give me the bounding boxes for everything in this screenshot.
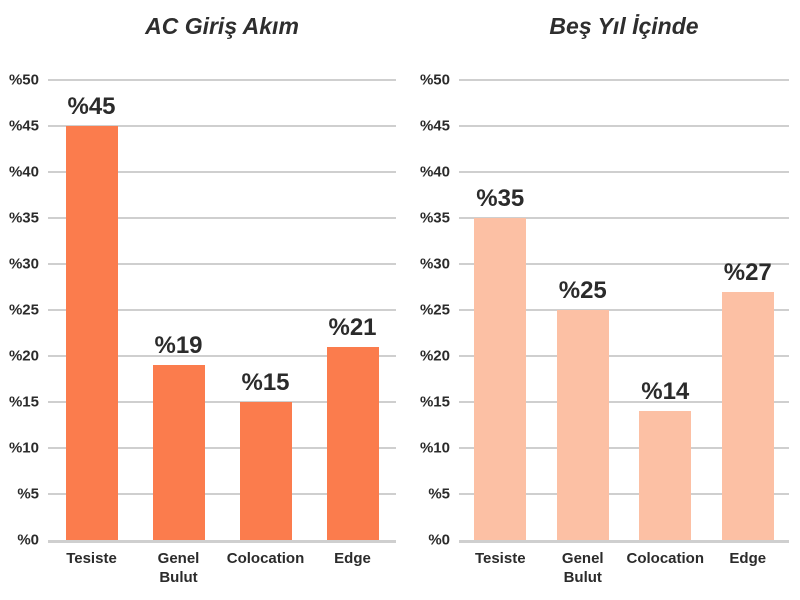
gridline <box>48 263 396 265</box>
y-tick-label: %15 <box>8 393 39 411</box>
y-tick-label: %20 <box>419 347 450 365</box>
gridline <box>459 355 789 357</box>
gridline <box>48 125 396 127</box>
gridline <box>48 79 396 81</box>
gridline <box>459 447 789 449</box>
y-tick-label: %50 <box>419 71 450 89</box>
bar-value-label: %45 <box>67 93 116 120</box>
gridline <box>459 401 789 403</box>
bar-value-label: %19 <box>154 332 203 360</box>
bar-genel-bulut <box>152 365 205 540</box>
x-category-label: Colocation <box>226 550 305 567</box>
y-tick-label: %25 <box>8 301 39 319</box>
x-axis: Tesiste Genel Bulut Colocation Edge <box>459 549 789 600</box>
chart-title: Beş Yıl İçinde <box>549 13 699 39</box>
y-tick-label: %25 <box>419 301 450 319</box>
x-category-label: Colocation <box>626 550 705 567</box>
y-tick-label: %30 <box>8 255 39 273</box>
chart-panel-ac-giris-akim: AC Giriş Akım %0 %5 %10 %15 %20 %25 %30 %35 %40%… <box>9 12 396 600</box>
x-axis: Tesiste Genel Bulut Colocation Edge <box>48 549 396 600</box>
bar-value-label: %15 <box>241 369 290 396</box>
y-tick-label: %5 <box>17 485 39 503</box>
y-tick-label: %45 <box>8 117 39 135</box>
bar-value-label: %21 <box>328 313 377 341</box>
x-category-label: Edge <box>334 550 371 567</box>
y-tick-label: %0 <box>428 531 450 549</box>
x-category-label: Tesiste <box>474 550 526 567</box>
y-tick-label: %10 <box>8 439 39 457</box>
y-tick-label: %35 <box>8 209 39 227</box>
gridline <box>459 309 789 311</box>
y-tick-label: %20 <box>8 347 39 365</box>
bar-value-label: %14 <box>641 378 690 406</box>
gridline <box>48 447 396 449</box>
bar-value-label: %25 <box>558 277 607 304</box>
chart-inner: AC Giriş Akım %0 %5 %10 %15 %20 %25 %30 %35 %40%… <box>9 12 396 600</box>
bar-tesiste <box>474 218 527 540</box>
bar-value-label: %35 <box>476 185 525 212</box>
y-tick-label: %50 <box>8 71 39 89</box>
x-category-label: Genel Bulut <box>157 550 200 586</box>
x-category-label: Edge <box>729 550 767 567</box>
y-tick-label: %0 <box>17 531 39 549</box>
chart-title: AC Giriş Akım <box>145 13 299 39</box>
bar-colocation <box>239 402 292 540</box>
y-tick-label: %30 <box>419 255 450 273</box>
y-tick-label: %45 <box>419 117 450 135</box>
y-tick-label: %10 <box>419 439 450 457</box>
gridline <box>48 309 396 311</box>
y-tick-label: %35 <box>419 209 450 227</box>
bar-edge <box>326 346 379 540</box>
gridline <box>48 493 396 495</box>
y-tick-label: %40 <box>419 163 450 181</box>
bar-genel-bulut <box>556 310 609 540</box>
gridline <box>459 79 789 81</box>
gridline <box>48 217 396 219</box>
gridline <box>48 171 396 173</box>
chart-inner: Beş Yıl İçinde %0 %5 %10 %15 %20 %25 %30 %35 %40… <box>420 12 789 600</box>
gridline <box>459 217 789 219</box>
gridline <box>48 401 396 403</box>
gridline <box>459 125 789 127</box>
x-axis-baseline <box>48 540 396 543</box>
bar-edge <box>721 291 774 540</box>
gridline <box>459 263 789 265</box>
x-axis-baseline <box>459 540 789 543</box>
y-tick-label: %40 <box>8 163 39 181</box>
y-tick-label: %5 <box>428 485 450 503</box>
chart-panel-bes-yil-icinde: Beş Yıl İçinde %0 %5 %10 %15 %20 %25 %30 %35 %40… <box>400 0 800 600</box>
bar-colocation <box>639 411 692 540</box>
gridline <box>459 171 789 173</box>
x-category-label: Tesiste <box>66 550 117 567</box>
gridline <box>459 493 789 495</box>
gridline <box>48 355 396 357</box>
plot-area: %0 %5 %10 %15 %20 %25 %30 %35 %40 %45 %50 %45 %19 %15… <box>9 72 396 549</box>
y-tick-label: %15 <box>419 393 450 411</box>
plot-area: %0 %5 %10 %15 %20 %25 %30 %35 %40 %45 %50 %35 %25 %14… <box>420 72 789 549</box>
bar-value-label: %27 <box>723 258 772 286</box>
bar-tesiste <box>65 126 118 540</box>
x-category-label: Genel Bulut <box>561 550 604 586</box>
